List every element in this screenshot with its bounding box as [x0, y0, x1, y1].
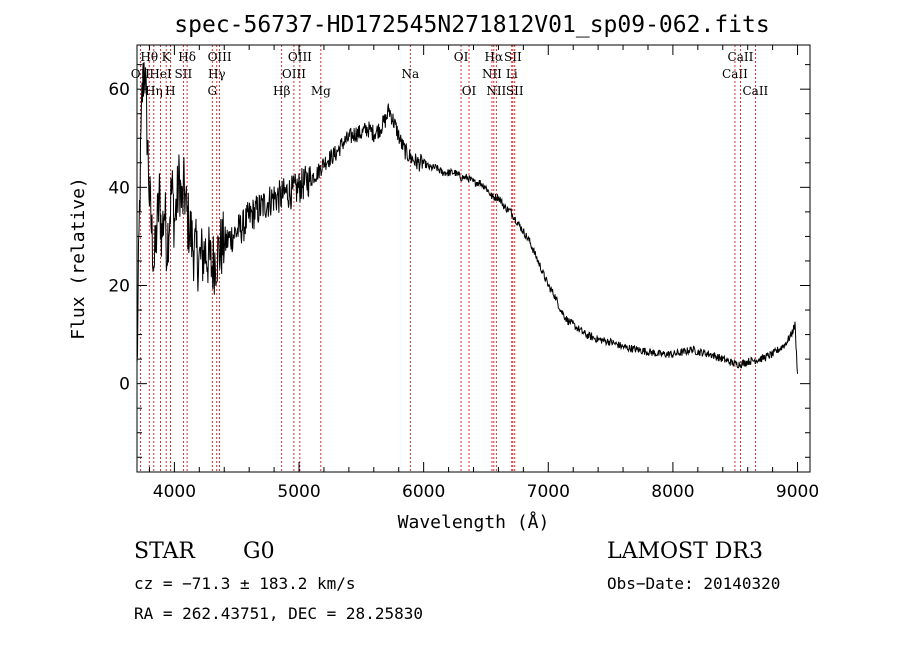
plot-frame [136, 44, 811, 473]
spectral-line-markers: OIIHθHηHeIKHSIIHδHγGOIIIHβOIIIOIIIMgNaOI… [131, 45, 769, 472]
spectral-line-label-23: SII [506, 84, 524, 98]
spectral-line-label-19: Hα [485, 50, 504, 64]
spectral-line-label-7: Hδ [178, 50, 196, 64]
x-tick-label-5: 9000 [776, 482, 819, 502]
x-axis-label: Wavelength (Å) [398, 511, 550, 533]
y-tick-label-1: 20 [108, 276, 130, 296]
axes: 4000 5000 6000 7000 8000 9000 0 20 40 60 [108, 45, 819, 502]
y-tick-label-3: 60 [108, 80, 130, 100]
spectral-line-label-25: CaII [728, 50, 754, 64]
spectrum-curve [136, 62, 798, 374]
spectral-line-label-24: CaII [722, 67, 748, 81]
spectral-line-label-6: SII [175, 67, 193, 81]
spectral-line-label-13: OIII [288, 50, 312, 64]
spectral-line-label-8: Hγ [208, 67, 226, 81]
y-axis-label: Flux (relative) [68, 177, 89, 340]
spectral-line-label-3: HeI [149, 67, 172, 81]
spectral-line-label-10: OIII [208, 50, 232, 64]
y-tick-label-0: 0 [119, 375, 130, 395]
spectral-line-label-22: SII [504, 50, 522, 64]
spectral-line-label-15: Na [401, 67, 419, 81]
spectral-line-label-9: G [207, 84, 217, 98]
spectral-line-label-1: Hθ [140, 50, 158, 64]
spectral-line-label-4: K [162, 50, 172, 64]
survey-name: LAMOST DR3 [607, 539, 763, 564]
spectral-line-label-16: OI [454, 50, 469, 64]
object-class: STAR [134, 539, 195, 564]
spectrum-curve-group [136, 62, 798, 374]
x-tick-label-1: 5000 [277, 482, 320, 502]
x-tick-label-4: 8000 [651, 482, 694, 502]
spectral-line-label-12: OIII [282, 67, 306, 81]
spectral-line-label-2: Hη [145, 84, 163, 98]
spectral-line-label-17: OI [462, 84, 477, 98]
x-tick-label-0: 4000 [153, 482, 196, 502]
redshift-cz: cz = −71.3 ± 183.2 km/s [134, 574, 356, 593]
ra-dec: RA = 262.43751, DEC = 28.25830 [134, 604, 423, 623]
spectral-line-label-11: Hβ [273, 84, 290, 98]
spectral-line-label-21: Li [506, 67, 518, 81]
spectral-line-label-14: Mg [311, 84, 331, 98]
x-tick-label-2: 6000 [402, 482, 445, 502]
chart-title: spec-56737-HD172545N271812V01_sp09-062.f… [174, 12, 769, 38]
spectral-line-label-0: OII [131, 67, 151, 81]
y-tick-label-2: 40 [108, 178, 130, 198]
object-subclass: G0 [243, 539, 275, 564]
observation-date: Obs−Date: 20140320 [607, 574, 781, 593]
spectral-line-label-18: NII [482, 67, 502, 81]
spectral-line-label-26: CaII [742, 84, 768, 98]
x-tick-label-3: 7000 [527, 482, 570, 502]
spectral-line-label-5: H [165, 84, 175, 98]
spectral-line-label-20: NII [486, 84, 506, 98]
